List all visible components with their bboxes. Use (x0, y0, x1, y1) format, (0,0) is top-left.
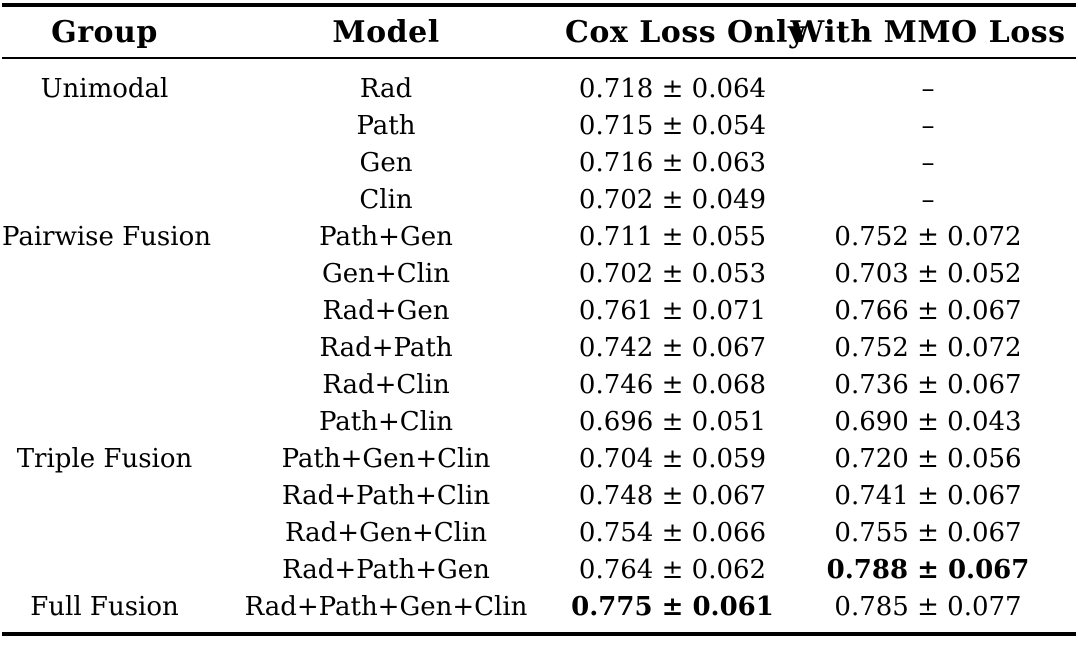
mmo-cell: 0.720 ± 0.056 (834, 443, 1022, 474)
mmo-cell: 0.766 ± 0.067 (834, 295, 1022, 326)
table-row: Rad+Path 0.742 ± 0.067 0.752 ± 0.072 (2, 329, 1076, 366)
cox-cell: 0.718 ± 0.064 (578, 73, 767, 104)
cox-cell: 0.704 ± 0.059 (578, 443, 767, 474)
cox-cell: 0.748 ± 0.067 (578, 480, 767, 511)
model-cell: Rad+Gen (322, 295, 450, 326)
table-row: Rad+Gen+Clin 0.754 ± 0.066 0.755 ± 0.067 (2, 514, 1076, 551)
group-cell (2, 366, 207, 403)
table-row: Full Fusion Rad+Path+Gen+Clin 0.775 ± 0.06… (2, 588, 1076, 634)
group-cell: Triple Fusion (16, 443, 193, 474)
cox-cell: 0.742 ± 0.067 (578, 332, 767, 363)
group-cell (2, 551, 207, 588)
group-cell (2, 181, 207, 218)
paper-table-container: Group Model Cox Loss Only With MMO Loss … (2, 3, 1076, 636)
table-row: Triple Fusion Path+Gen+Clin 0.704 ± 0.059 0… (2, 440, 1076, 477)
mmo-cell: 0.690 ± 0.043 (834, 406, 1022, 437)
mmo-cell: 0.788 ± 0.067 (826, 554, 1030, 585)
table-row: Clin 0.702 ± 0.049 – (2, 181, 1076, 218)
model-cell: Gen (359, 147, 413, 178)
cox-cell: 0.754 ± 0.066 (578, 517, 767, 548)
group-cell (2, 107, 207, 144)
cox-cell: 0.696 ± 0.051 (578, 406, 767, 437)
group-cell: Full Fusion (30, 591, 179, 622)
mmo-cell: – (921, 184, 935, 215)
model-cell: Path+Gen (319, 221, 453, 252)
table-row: Path+Clin 0.696 ± 0.051 0.690 ± 0.043 (2, 403, 1076, 440)
cox-cell: 0.764 ± 0.062 (578, 554, 767, 585)
model-cell: Rad+Path+Gen (282, 554, 490, 585)
table-row: Rad+Clin 0.746 ± 0.068 0.736 ± 0.067 (2, 366, 1076, 403)
table-row: Rad+Path+Gen 0.764 ± 0.062 0.788 ± 0.067 (2, 551, 1076, 588)
mmo-cell: 0.755 ± 0.067 (834, 517, 1022, 548)
table-row: Unimodal Rad 0.718 ± 0.064 – (2, 58, 1076, 107)
model-cell: Path (356, 110, 416, 141)
header-cell-model: Model (207, 5, 565, 59)
cox-cell: 0.716 ± 0.063 (578, 147, 767, 178)
table-header: Group Model Cox Loss Only With MMO Loss (2, 5, 1076, 59)
table-row: Rad+Path+Clin 0.748 ± 0.067 0.741 ± 0.067 (2, 477, 1076, 514)
mmo-cell: – (921, 73, 935, 104)
table-row: Pairwise Fusion Path+Gen 0.711 ± 0.055 0.75… (2, 218, 1076, 255)
group-cell (2, 477, 207, 514)
results-table: Group Model Cox Loss Only With MMO Loss … (2, 3, 1076, 636)
model-cell: Clin (359, 184, 413, 215)
model-cell: Rad+Path+Clin (281, 480, 491, 511)
model-cell: Rad+Path (319, 332, 453, 363)
group-cell (2, 255, 207, 292)
cox-cell: 0.715 ± 0.054 (578, 110, 767, 141)
cox-cell: 0.711 ± 0.055 (578, 221, 767, 252)
group-cell (2, 292, 207, 329)
header-cell-with-mmo-loss: With MMO Loss (780, 5, 1076, 59)
mmo-cell: 0.736 ± 0.067 (834, 369, 1022, 400)
table-row: Path 0.715 ± 0.054 – (2, 107, 1076, 144)
cox-cell: 0.702 ± 0.049 (578, 184, 767, 215)
header-cell-group: Group (2, 5, 207, 59)
mmo-cell: 0.752 ± 0.072 (834, 221, 1022, 252)
model-cell: Rad+Gen+Clin (284, 517, 488, 548)
cox-cell: 0.775 ± 0.061 (571, 591, 774, 622)
cox-cell: 0.746 ± 0.068 (578, 369, 767, 400)
cox-cell: 0.702 ± 0.053 (578, 258, 767, 289)
mmo-cell: – (921, 110, 935, 141)
mmo-cell: 0.785 ± 0.077 (834, 591, 1022, 622)
model-cell: Rad+Path+Gen+Clin (244, 591, 528, 622)
mmo-cell: 0.703 ± 0.052 (834, 258, 1022, 289)
cox-cell: 0.761 ± 0.071 (578, 295, 767, 326)
group-cell (2, 329, 207, 366)
group-cell (2, 144, 207, 181)
table-row: Rad+Gen 0.761 ± 0.071 0.766 ± 0.067 (2, 292, 1076, 329)
group-cell: Pairwise Fusion (2, 221, 211, 252)
group-cell (2, 403, 207, 440)
group-cell (2, 514, 207, 551)
mmo-cell: 0.752 ± 0.072 (834, 332, 1022, 363)
model-cell: Path+Clin (318, 406, 454, 437)
model-cell: Rad (359, 73, 413, 104)
mmo-cell: – (921, 147, 935, 178)
model-cell: Gen+Clin (322, 258, 450, 289)
mmo-cell: 0.741 ± 0.067 (834, 480, 1022, 511)
group-cell: Unimodal (40, 73, 169, 104)
header-row: Group Model Cox Loss Only With MMO Loss (2, 5, 1076, 59)
table-row: Gen+Clin 0.702 ± 0.053 0.703 ± 0.052 (2, 255, 1076, 292)
model-cell: Rad+Clin (322, 369, 450, 400)
table-row: Gen 0.716 ± 0.063 – (2, 144, 1076, 181)
results-table-body: Unimodal Rad 0.718 ± 0.064 – Path 0.715 ± 0.0… (2, 58, 1076, 634)
model-cell: Path+Gen+Clin (281, 443, 491, 474)
header-cell-cox-loss-only: Cox Loss Only (565, 5, 805, 59)
